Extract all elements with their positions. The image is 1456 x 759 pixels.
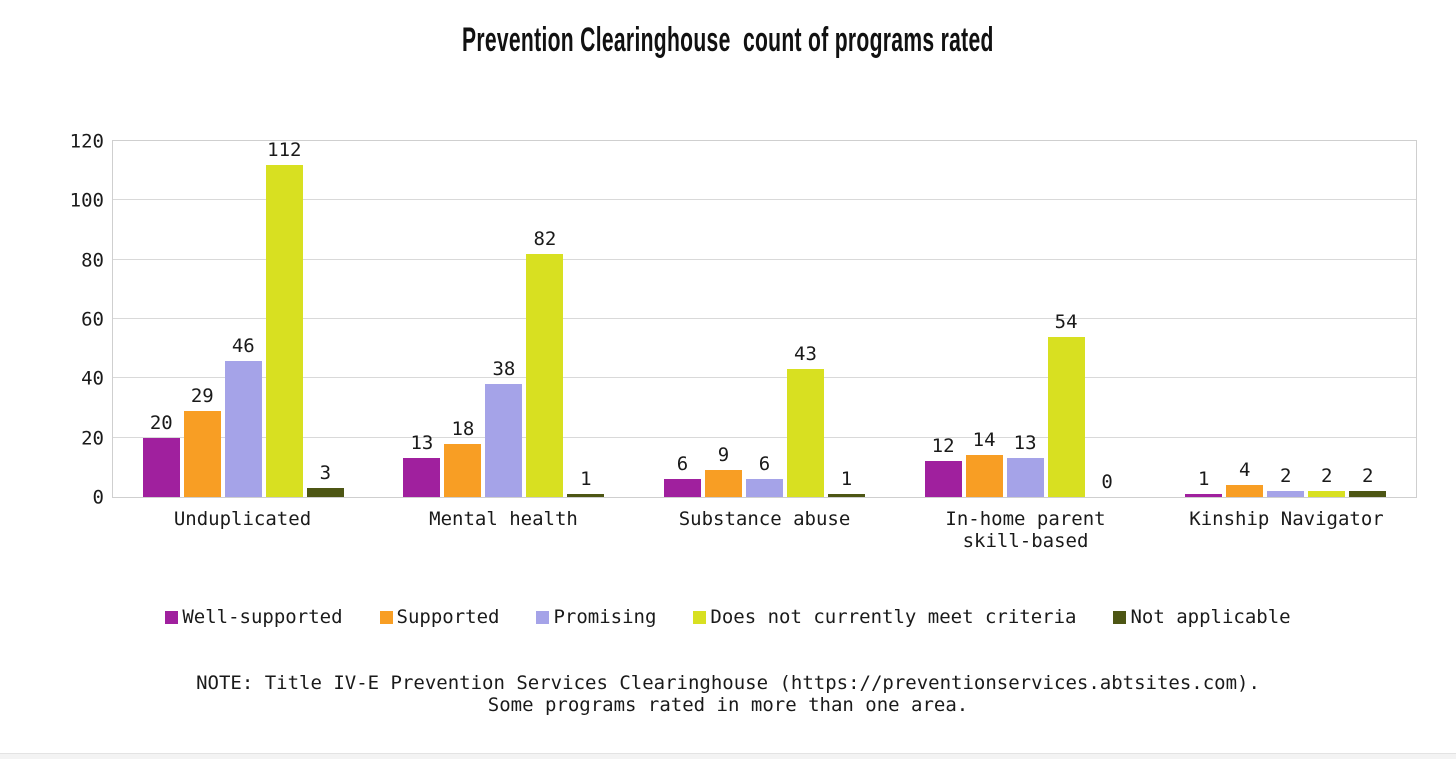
chart-note: NOTE: Title IV-E Prevention Services Cle… [0,672,1456,716]
bar-groups: 20 29 46 112 3 13 18 38 82 1 6 9 6 43 1 12 14 13 54 0 1 4 2 2 2 [113,140,1416,497]
legend-swatch-does-not-currently-meet-criteria [693,610,707,624]
legend-label-well-supported: Well-supported [182,606,343,628]
y-axis: 0 20 40 60 80 100 120 [0,132,104,507]
bar-well-supported: 13 [403,433,441,497]
plot-area: 20 29 46 112 3 13 18 38 82 1 6 9 6 43 1 12 14 13 54 0 1 4 2 2 2 [112,140,1417,498]
y-tick-label-0: 0 [92,486,104,509]
legend-swatch-well-supported [165,610,179,624]
bar-promising: 13 [1006,433,1044,497]
gridline-100 [113,199,1416,200]
bar-does-not-currently-meet-criteria: 112 [265,140,303,497]
bar-group-kinship-navigator: 1 4 2 2 2 [1155,141,1416,497]
gridline-40 [113,377,1416,378]
legend-swatch-supported [379,610,393,624]
bar-supported: 4 [1226,460,1264,497]
bar-value-label: 46 [231,335,255,357]
bar-does-not-currently-meet-criteria: 82 [526,229,564,497]
bar-does-not-currently-meet-criteria: 2 [1308,466,1346,497]
legend-label-promising: Promising [553,606,657,628]
bar-well-supported: 1 [1185,469,1223,497]
bar-value-label: 13 [1013,432,1037,454]
category-label-substance-abuse: Substance abuse [678,508,851,530]
gridline-80 [113,259,1416,260]
legend-item-well-supported: Well-supported [165,606,343,628]
y-tick-label-60: 60 [81,308,104,331]
bar-value-label: 1 [580,468,592,490]
bar-not-applicable: 3 [306,463,344,497]
bar-not-applicable: 2 [1349,466,1387,497]
gridline-20 [113,437,1416,438]
legend-item-not-applicable: Not applicable [1113,606,1291,628]
bar-value-label: 6 [676,453,689,475]
gridline-60 [113,318,1416,319]
bar-value-label: 2 [1361,465,1374,487]
legend-item-promising: Promising [536,607,656,627]
legend-item-supported: Supported [379,606,500,628]
bar-group-in-home-parent: 12 14 13 54 0 [895,141,1156,497]
bar-promising: 46 [224,336,262,497]
x-axis-labels: Unduplicated Mental health Substance abuse… [112,508,1417,552]
bar-value-label: 20 [149,412,173,434]
bar-value-label: 38 [492,358,516,380]
bar-promising: 38 [485,359,523,497]
legend-label-supported: Supported [396,606,500,628]
bar-group-mental-health: 13 18 38 82 1 [374,141,635,497]
bar-value-label: 1 [840,468,853,490]
bar-group-unduplicated: 20 29 46 112 3 [113,140,374,497]
bar-value-label: 6 [758,453,771,475]
bar-value-label: 13 [410,432,434,454]
bar-value-label: 0 [1101,471,1113,493]
bar-value-label: 29 [190,385,214,407]
bar-value-label: 43 [794,343,817,365]
bar-value-label: 1 [1197,468,1210,490]
bar-value-label: 4 [1238,459,1251,481]
y-tick-label-80: 80 [81,249,104,272]
bar-value-label: 14 [972,429,996,451]
bar-well-supported: 20 [142,413,180,497]
y-tick-label-20: 20 [81,427,104,450]
chart-title-row: Prevention Clearinghouse count of progra… [0,22,1456,58]
bar-does-not-currently-meet-criteria: 43 [786,344,824,497]
legend-label-does-not-currently-meet-criteria: Does not currently meet criteria [710,606,1077,628]
bar-value-label: 82 [533,228,557,250]
legend: Well-supported Supported Promising Does not… [0,607,1456,627]
y-tick-label-120: 120 [69,130,104,153]
legend-label-not-applicable: Not applicable [1130,606,1291,628]
bar-not-applicable: 1 [567,469,605,497]
bar-value-label: 112 [267,139,302,161]
bar-value-label: 9 [717,444,730,466]
category-label-mental-health: Mental health [429,508,578,530]
legend-item-does-not-currently-meet-criteria: Does not currently meet criteria [693,607,1076,627]
bar-supported: 14 [965,430,1003,497]
chart-title: Prevention Clearinghouse count of progra… [462,21,994,59]
bar-group-substance-abuse: 6 9 6 43 1 [634,141,895,497]
note-line-2: Some programs rated in more than one are… [487,694,969,716]
y-tick-label-100: 100 [69,189,104,212]
bar-value-label: 54 [1054,311,1078,333]
bar-supported: 18 [444,419,482,497]
legend-swatch-not-applicable [1113,610,1127,624]
bar-well-supported: 6 [663,454,701,497]
category-label-kinship-navigator: Kinship Navigator [1189,508,1384,530]
bar-well-supported: 12 [924,436,962,497]
bar-value-label: 18 [451,418,475,440]
note-line-1: NOTE: Title IV-E Prevention Services Cle… [196,672,1260,694]
bar-promising: 6 [745,454,783,497]
bar-value-label: 2 [1320,465,1333,487]
category-label-unduplicated: Unduplicated [173,508,312,530]
page-bottom-edge [0,753,1456,759]
bar-not-applicable: 1 [827,469,865,497]
bar-value-label: 3 [319,462,332,484]
bar-supported: 9 [704,445,742,497]
legend-swatch-promising [536,610,550,624]
y-tick-label-40: 40 [81,367,104,390]
bar-promising: 2 [1267,466,1305,497]
bar-value-label: 2 [1279,465,1292,487]
bar-does-not-currently-meet-criteria: 54 [1047,312,1085,497]
category-label-in-home-parent: In-home parent skill-based [945,508,1106,552]
bar-value-label: 12 [931,435,955,457]
bar-supported: 29 [183,386,221,497]
